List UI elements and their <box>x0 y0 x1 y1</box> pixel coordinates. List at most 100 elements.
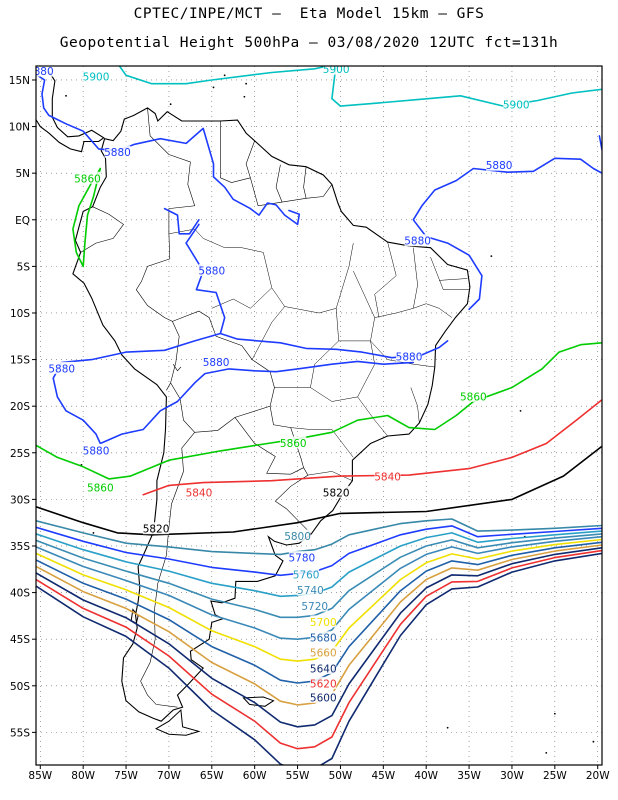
state-border <box>430 257 470 290</box>
contour-5600 <box>36 552 602 765</box>
contour-label-bg <box>83 70 110 83</box>
country-border <box>275 164 283 203</box>
lat-tick-label: 45S <box>10 634 30 646</box>
contour-5620 <box>36 549 602 750</box>
country-border <box>80 206 124 253</box>
contour-label-bg <box>143 522 170 535</box>
lat-tick-label: 15S <box>10 355 30 367</box>
contour-label-bg <box>83 443 110 456</box>
lat-lon-grid <box>36 66 602 765</box>
contour-label-bg <box>310 615 337 628</box>
lon-tick-label: 70W <box>157 770 181 782</box>
contour-label-bg <box>310 690 337 703</box>
contour-label: 5640 <box>310 664 337 676</box>
island-marker <box>212 86 215 89</box>
lon-tick-label: 35W <box>457 770 481 782</box>
lake-titicaca <box>172 364 182 372</box>
state-border <box>274 340 339 388</box>
state-border <box>271 243 354 314</box>
island-marker <box>169 103 172 106</box>
contour-label: 5900 <box>323 64 350 76</box>
lat-tick-label: 10N <box>9 122 30 134</box>
contour-5880 <box>163 207 200 235</box>
contour-label: 5620 <box>310 678 337 690</box>
contour-label-bg <box>486 158 513 171</box>
contour-5640 <box>36 547 602 728</box>
country-border <box>274 467 312 535</box>
contour-label: 5840 <box>186 487 213 499</box>
contour-label: 5840 <box>374 472 401 484</box>
falklands-coastline <box>242 696 275 707</box>
state-border <box>290 427 311 430</box>
island-marker <box>519 409 522 412</box>
contour-5880 <box>36 73 301 226</box>
lon-tick-label: 75W <box>114 770 138 782</box>
lat-tick-label: 50S <box>10 681 30 693</box>
state-border <box>374 242 397 318</box>
state-border <box>374 303 453 318</box>
contour-5740 <box>36 533 602 619</box>
state-border <box>410 387 420 424</box>
contour-label-bg <box>323 485 350 498</box>
contour-label: 5600 <box>310 692 337 704</box>
contour-5880 <box>412 157 602 311</box>
contour-label-bg <box>48 361 75 374</box>
contour-label: 5880 <box>203 357 230 369</box>
contour-label-bg <box>310 631 337 644</box>
contour-label-bg <box>460 389 487 402</box>
contour-5720 <box>36 535 602 640</box>
contour-label-bg <box>280 436 307 449</box>
contour-label: 5660 <box>310 648 337 660</box>
contour-label: 5880 <box>486 160 513 172</box>
country-border <box>135 258 180 391</box>
contour-label: 5860 <box>87 483 114 495</box>
contour-label: 5860 <box>460 391 487 403</box>
contour-label: 5900 <box>503 100 530 112</box>
contour-label-bg <box>104 145 131 158</box>
contour-5760 <box>36 530 602 598</box>
contour-label-bg <box>284 529 311 542</box>
island-marker <box>553 712 556 715</box>
lon-tick-label: 20W <box>586 770 610 782</box>
state-border <box>251 306 285 360</box>
coastlines-and-borders <box>36 71 595 754</box>
lat-tick-label: 30S <box>10 494 30 506</box>
contour-label: 5780 <box>288 553 315 565</box>
lon-tick-label: 65W <box>200 770 224 782</box>
country-border <box>147 107 196 259</box>
contour-label: 5860 <box>280 438 307 450</box>
lon-tick-label: 55W <box>286 770 310 782</box>
contour-label: 5880 <box>104 147 131 159</box>
contour-label-bg <box>310 662 337 675</box>
contour-label: 5820 <box>323 487 350 499</box>
contour-5820 <box>36 445 602 536</box>
contour-label: 5680 <box>310 633 337 645</box>
island-marker <box>243 95 246 98</box>
country-border <box>140 432 195 708</box>
contour-label-bg <box>310 646 337 659</box>
contour-label-bg <box>503 98 530 111</box>
contour-5860 <box>36 342 602 480</box>
lat-tick-label: 20S <box>10 401 30 413</box>
lon-tick-label: 80W <box>71 770 95 782</box>
contour-label-bg <box>396 349 423 362</box>
lon-tick-label: 50W <box>329 770 353 782</box>
contour-label: 5720 <box>301 601 328 613</box>
country-border <box>234 406 304 475</box>
contour-5780 <box>36 525 602 577</box>
state-border <box>439 278 468 281</box>
south-america-coastline <box>72 107 471 722</box>
lat-tick-label: 35S <box>10 541 30 553</box>
contour-label-bg <box>301 599 328 612</box>
contour-label: 5740 <box>297 585 324 597</box>
contour-label-bg <box>374 470 401 483</box>
contour-label: 5880 <box>83 445 110 457</box>
lon-tick-label: 25W <box>543 770 567 782</box>
lat-tick-label: 55S <box>10 727 30 739</box>
contour-label-bg <box>288 551 315 564</box>
contour-label-bg <box>36 66 54 77</box>
map-title-line1: CPTEC/INPE/MCT – Eta Model 15km – GFS <box>133 6 485 22</box>
island-marker <box>592 740 595 743</box>
lat-tick-label: 5N <box>15 168 30 180</box>
contour-label: 5880 <box>27 66 54 78</box>
